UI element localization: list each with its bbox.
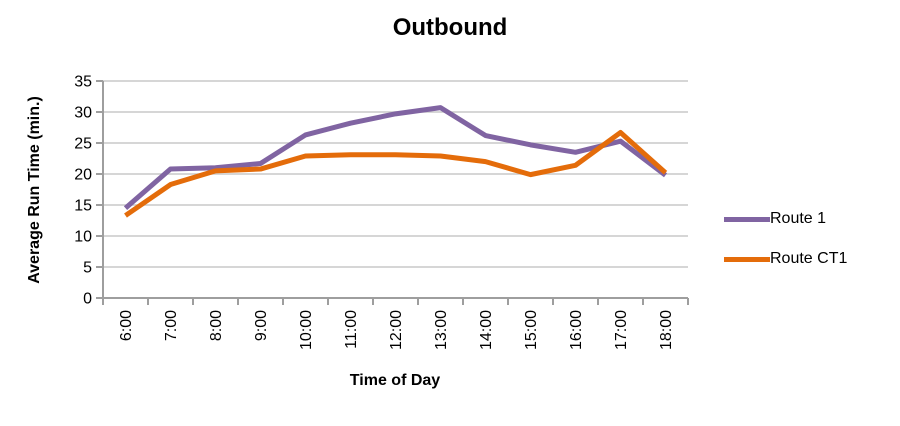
- y-tick-label: 20: [74, 167, 92, 184]
- x-tick-label: 16:00: [568, 310, 585, 350]
- x-tick-label: 14:00: [478, 310, 495, 350]
- x-tick-label: 18:00: [658, 310, 675, 350]
- y-tick-label: 25: [74, 136, 92, 153]
- legend-label: Route CT1: [770, 250, 848, 267]
- y-tick-label: 5: [83, 260, 92, 277]
- y-tick-label: 30: [74, 105, 92, 122]
- y-tick-label: 15: [74, 198, 92, 215]
- legend-item-route-1: Route 1: [724, 204, 847, 234]
- y-tick-label: 10: [74, 229, 92, 246]
- series-line-route-ct1: [124, 129, 668, 218]
- x-tick-label: 9:00: [253, 310, 270, 341]
- series-line-route-1: [123, 105, 668, 210]
- legend-item-route-ct1: Route CT1: [724, 244, 847, 274]
- chart-title: Outbound: [392, 14, 508, 41]
- x-tick-label: 6:00: [118, 310, 135, 341]
- y-tick-label: 0: [83, 291, 92, 308]
- x-tick-label: 12:00: [388, 310, 405, 350]
- x-tick-label: 17:00: [613, 310, 630, 350]
- x-tick-label: 15:00: [523, 310, 540, 350]
- x-tick-label: 7:00: [163, 310, 180, 341]
- x-tick-label: 10:00: [298, 310, 315, 350]
- x-tick-label: 8:00: [208, 310, 225, 341]
- legend-label: Route 1: [770, 210, 827, 227]
- legend: Route 1 Route CT1: [724, 204, 847, 284]
- legend-line-sample: [724, 256, 770, 262]
- y-tick-label: 35: [74, 74, 92, 91]
- x-tick-label: 11:00: [343, 310, 360, 349]
- x-tick-label: 13:00: [433, 310, 450, 350]
- legend-line-sample: [724, 216, 770, 222]
- x-axis-title: Time of Day: [349, 372, 441, 389]
